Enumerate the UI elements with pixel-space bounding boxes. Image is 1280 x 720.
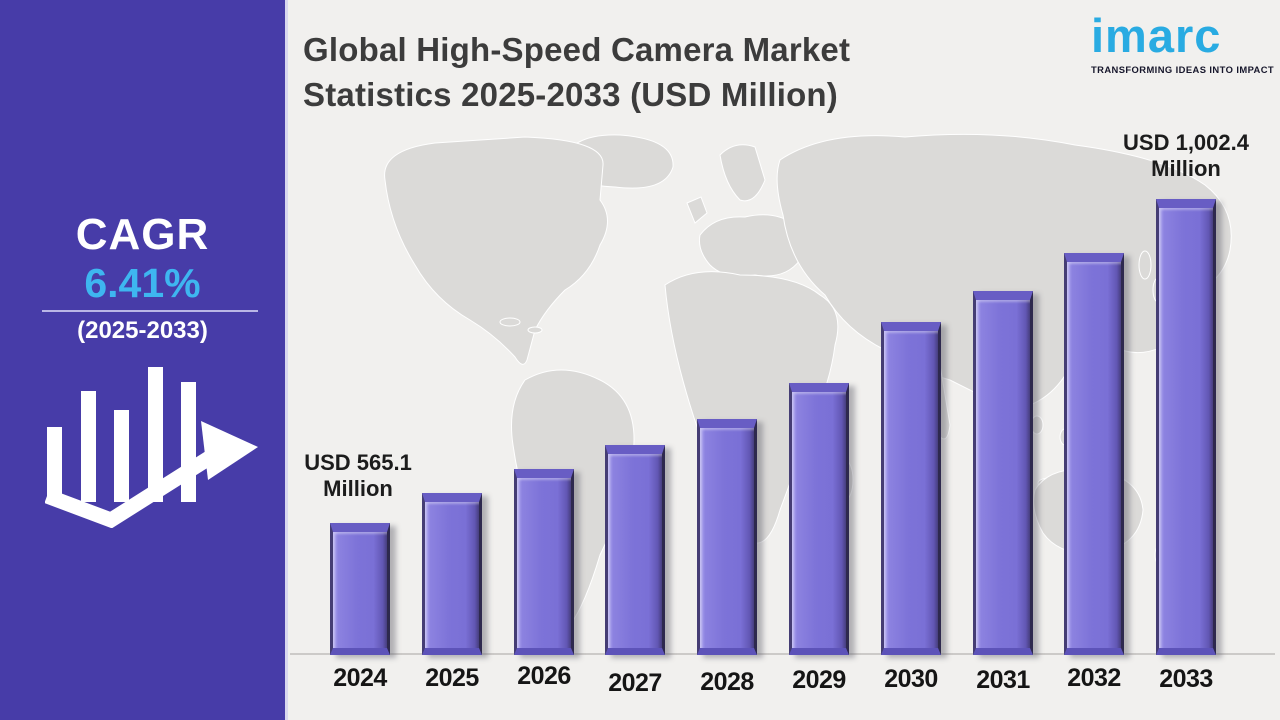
year-label-2033: 2033: [1159, 665, 1213, 693]
x-axis-line: [290, 653, 1275, 655]
cagr-panel: CAGR 6.41% (2025-2033): [0, 0, 288, 720]
cagr-period: (2025-2033): [77, 317, 208, 344]
year-label-2027: 2027: [608, 669, 662, 697]
year-label-2029: 2029: [792, 666, 846, 694]
bar-2031: [973, 291, 1033, 655]
data-label-2024: USD 565.1 Million: [304, 450, 412, 501]
bar-2033: [1156, 199, 1216, 655]
year-label-2032: 2032: [1067, 664, 1121, 692]
cagr-label: CAGR: [75, 210, 210, 259]
title-line-1: Global High-Speed Camera Market: [303, 31, 851, 68]
year-label-2028: 2028: [700, 668, 754, 696]
bar-2024: [330, 523, 390, 655]
bar-2030: [881, 322, 941, 655]
page-title: Global High-Speed Camera Market Statisti…: [303, 28, 953, 118]
year-label-2026: 2026: [517, 662, 571, 690]
bar-2032: [1064, 253, 1124, 655]
data-label-2033: USD 1,002.4 Million: [1123, 130, 1249, 181]
year-label-2031: 2031: [976, 666, 1030, 694]
year-label-2024: 2024: [333, 664, 387, 692]
cagr-value: 6.41%: [84, 260, 201, 306]
bar-2027: [605, 445, 665, 655]
bar-2029: [789, 383, 849, 655]
imarc-logo-wordmark: imarc: [1091, 9, 1222, 62]
title-line-2: Statistics 2025-2033 (USD Million): [303, 75, 838, 113]
imarc-logo: imarc TRANSFORMING IDEAS INTO IMPACT: [1091, 9, 1275, 75]
bar-2028: [697, 419, 757, 655]
growth-chart-arrow-icon: [45, 367, 258, 528]
bar-2025: [422, 493, 482, 655]
imarc-logo-tagline: TRANSFORMING IDEAS INTO IMPACT: [1091, 63, 1275, 75]
year-label-2025: 2025: [425, 664, 479, 692]
bar-2026: [514, 469, 574, 655]
cagr-divider: [42, 310, 258, 312]
year-label-2030: 2030: [884, 665, 938, 693]
